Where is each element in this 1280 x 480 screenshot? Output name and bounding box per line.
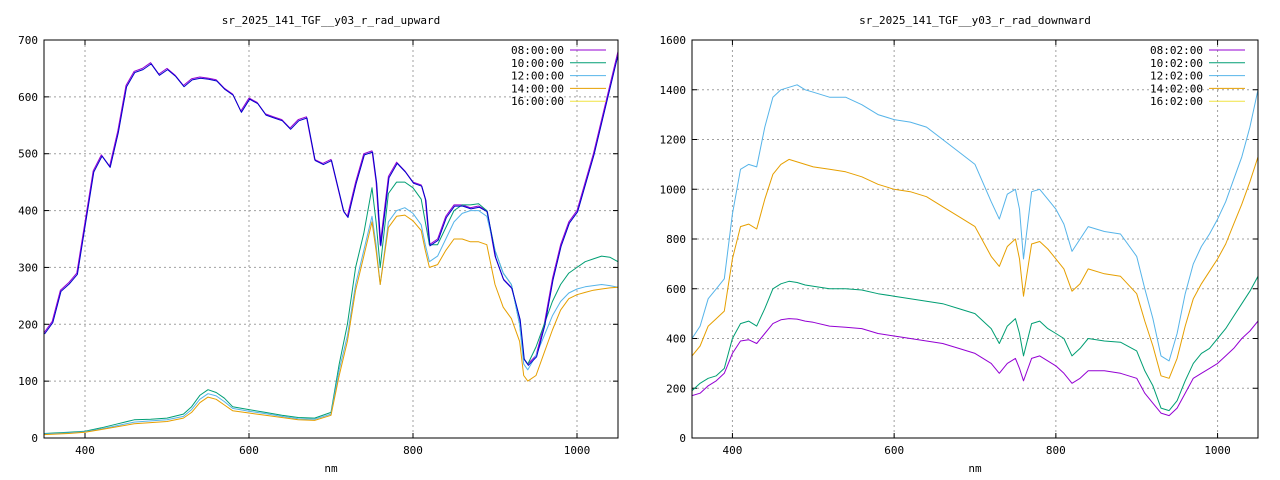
x-tick-label: 1000 <box>1204 444 1231 457</box>
x-tick-label: 800 <box>1046 444 1066 457</box>
plot-frame <box>691 39 1259 439</box>
legend-label: 12:00:00 <box>511 70 564 83</box>
chart-title: sr_2025_141_TGF__y03_r_rad_upward <box>222 14 441 27</box>
legend-label: 10:00:00 <box>511 57 564 70</box>
legend-label: 14:02:00 <box>1150 82 1203 95</box>
x-axis-label: nm <box>968 462 982 475</box>
x-tick-label: 600 <box>884 444 904 457</box>
x-tick-label: 400 <box>722 444 742 457</box>
legend-label: 10:02:00 <box>1150 57 1203 70</box>
plot-frame <box>43 39 619 439</box>
y-tick-label: 600 <box>18 91 38 104</box>
x-tick-label: 1000 <box>564 444 591 457</box>
y-tick-label: 200 <box>18 318 38 331</box>
series-line-4 <box>692 156 1258 379</box>
x-tick-label: 800 <box>403 444 423 457</box>
legend-label: 14:00:00 <box>511 82 564 95</box>
series-line-3 <box>692 84 1258 362</box>
y-tick-label: 300 <box>18 261 38 274</box>
x-tick-label: 600 <box>239 444 259 457</box>
y-tick-label: 200 <box>666 382 686 395</box>
y-tick-label: 1600 <box>660 34 687 47</box>
y-tick-label: 1200 <box>660 134 687 147</box>
series-line-3 <box>44 207 618 435</box>
legend-label: 12:02:00 <box>1150 70 1203 83</box>
y-tick-label: 600 <box>666 283 686 296</box>
legend-label: 08:00:00 <box>511 44 564 57</box>
legend-label: 16:00:00 <box>511 95 564 108</box>
legend-label: 16:02:00 <box>1150 95 1203 108</box>
y-tick-label: 500 <box>18 148 38 161</box>
y-tick-label: 0 <box>679 432 686 445</box>
x-tick-label: 400 <box>75 444 95 457</box>
x-axis-label: nm <box>324 462 338 475</box>
chart-panel-2: sr_2025_141_TGF__y03_r_rad_downward 0 200 4… <box>660 14 1259 475</box>
y-tick-label: 100 <box>18 375 38 388</box>
y-tick-label: 400 <box>666 333 686 346</box>
y-tick-label: 0 <box>31 432 38 445</box>
series-overlay-line <box>44 52 618 366</box>
chart-title: sr_2025_141_TGF__y03_r_rad_downward <box>859 14 1091 27</box>
y-tick-label: 800 <box>666 233 686 246</box>
y-tick-label: 700 <box>18 34 38 47</box>
series-line-2 <box>44 181 618 434</box>
series-line-1 <box>692 318 1258 417</box>
y-tick-label: 1400 <box>660 84 687 97</box>
y-tick-label: 1000 <box>660 183 687 196</box>
series-line-4 <box>44 214 618 436</box>
series-line-2 <box>692 276 1258 412</box>
chart-panel-1: sr_2025_141_TGF__y03_r_rad_upward 0 100 200… <box>18 14 619 475</box>
legend-label: 08:02:00 <box>1150 44 1203 57</box>
y-tick-label: 400 <box>18 205 38 218</box>
